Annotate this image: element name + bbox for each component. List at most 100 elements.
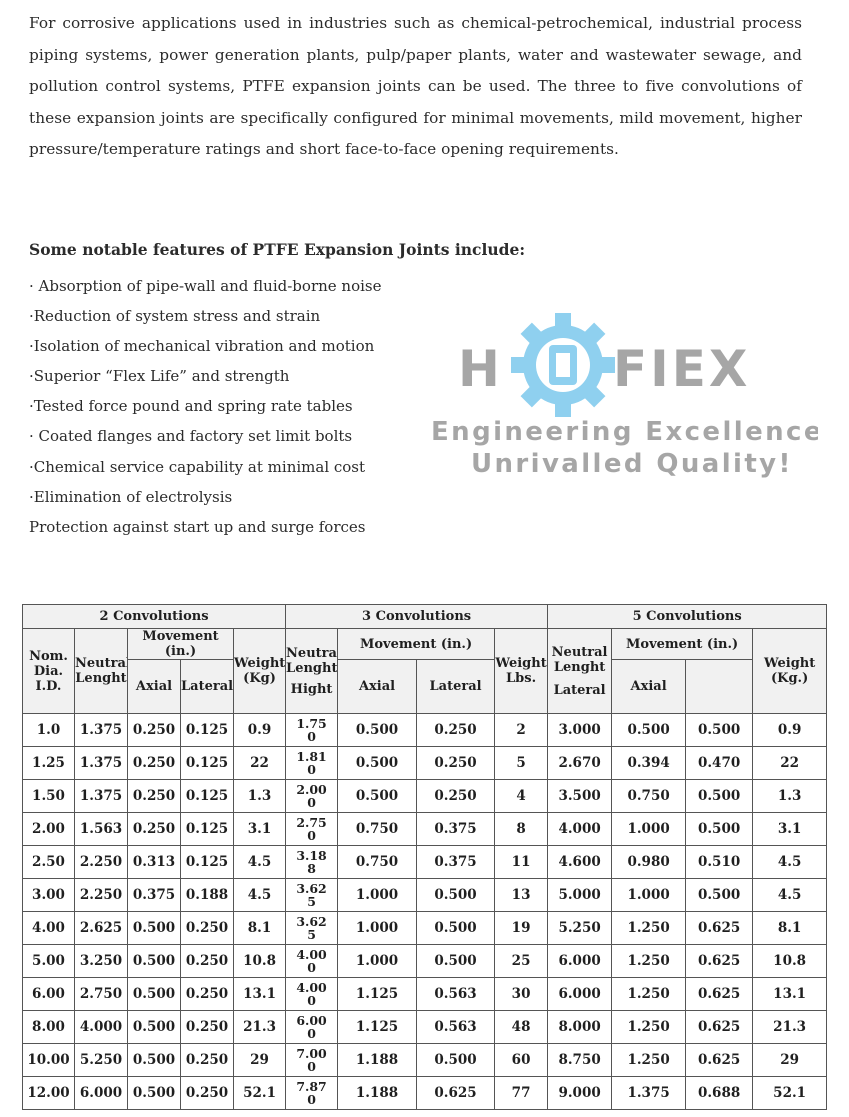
table-cell: 1.188 <box>337 1076 418 1110</box>
table-cell: 0.500 <box>337 746 418 780</box>
table-cell: 13.1 <box>232 977 287 1011</box>
table-cell: 21.3 <box>752 1010 828 1044</box>
table-row: 6.00 2.750 0.500 0.250 13.1 4.00 0 1.125 0.563 30… <box>22 977 828 1011</box>
feature-item: · Absorption of pipe-wall and fluid-born… <box>29 277 382 295</box>
table-cell: 0.688 <box>685 1076 754 1110</box>
table-row: 5.00 3.250 0.500 0.250 10.8 4.00 0 1.000 0.500 25… <box>22 944 828 978</box>
table-body: 1.0 1.375 0.250 0.125 0.9 1.75 0 0.500 0.250 2 3.0… <box>22 713 828 1110</box>
table-cell: 0.375 <box>416 812 496 846</box>
table-cell: 8.1 <box>752 911 828 945</box>
table-cell: 3.62 5 <box>285 878 339 912</box>
table-cell: 12.00 <box>22 1076 75 1110</box>
table-cell: 0.500 <box>127 911 181 945</box>
header-blank-5 <box>685 659 754 714</box>
table-cell: 13 <box>494 878 549 912</box>
table-cell: 11 <box>494 845 549 879</box>
hofiex-logo: H FIEX Engineering Excellence, Unrivalle… <box>428 308 834 488</box>
table-cell: 2.750 <box>74 977 128 1011</box>
table-cell: 0.250 <box>180 1076 234 1110</box>
tagline-line-2: Unrivalled Quality! <box>471 449 793 479</box>
table-cell: 0.500 <box>337 713 418 747</box>
table-cell: 2.670 <box>547 746 613 780</box>
table-cell: 6.000 <box>547 944 613 978</box>
table-cell: 1.3 <box>752 779 828 813</box>
table-cell: 6.00 <box>22 977 75 1011</box>
table-cell: 4.5 <box>232 845 287 879</box>
table-cell: 0.9 <box>752 713 828 747</box>
table-row: 1.50 1.375 0.250 0.125 1.3 2.00 0 0.500 0.250 4 3.… <box>22 779 828 813</box>
table-row: 8.00 4.000 0.500 0.250 21.3 6.00 0 1.125 0.563 48… <box>22 1010 828 1044</box>
table-cell: 1.250 <box>611 1043 687 1077</box>
table-cell: 7.87 0 <box>285 1076 339 1110</box>
table-cell: 1.25 <box>22 746 75 780</box>
header-axial-3: Axial <box>337 659 418 714</box>
table-cell: 1.250 <box>611 944 687 978</box>
table-cell: 0.394 <box>611 746 687 780</box>
table-cell: 1.375 <box>74 779 128 813</box>
table-cell: 0.9 <box>232 713 287 747</box>
table-cell: 2.00 <box>22 812 75 846</box>
table-cell: 22 <box>232 746 287 780</box>
table-cell: 0.625 <box>416 1076 496 1110</box>
table-cell: 2 <box>494 713 549 747</box>
table-cell: 0.375 <box>416 845 496 879</box>
table-cell: 10.00 <box>22 1043 75 1077</box>
table-cell: 0.250 <box>416 746 496 780</box>
table-row: 10.00 5.250 0.500 0.250 29 7.00 0 1.188 0.500 60 8… <box>22 1043 828 1077</box>
table-row: 4.00 2.625 0.500 0.250 8.1 3.62 5 1.000 0.500 19 5… <box>22 911 828 945</box>
feature-item: ·Superior “Flex Life” and strength <box>29 367 290 386</box>
feature-item: · Coated flanges and factory set limit b… <box>29 427 353 446</box>
table-cell: 6.000 <box>74 1076 128 1110</box>
header-lateral-3: Lateral <box>416 659 496 714</box>
header-neutral-lenght-3: Neutral Lenght <box>286 645 338 676</box>
table-cell: 0.250 <box>127 812 181 846</box>
table-cell: 2.50 <box>22 845 75 879</box>
table-cell: 9.000 <box>547 1076 613 1110</box>
table-cell: 0.250 <box>180 944 234 978</box>
header-movement-3: Movement (in.) <box>337 628 496 660</box>
table-cell: 0.125 <box>180 812 234 846</box>
table-cell: 21.3 <box>232 1010 287 1044</box>
table-cell: 30 <box>494 977 549 1011</box>
table-row: 3.00 2.250 0.375 0.188 4.5 3.62 5 1.000 0.500 13 5… <box>22 878 828 912</box>
table-cell: 0.563 <box>416 977 496 1011</box>
table-cell: 0.500 <box>337 779 418 813</box>
header-neutral-lenght-lateral: Neutral Lenght Lateral <box>547 628 613 714</box>
table-cell: 2.250 <box>74 878 128 912</box>
brand-h: H <box>458 340 500 398</box>
table-cell: 52.1 <box>232 1076 287 1110</box>
table-cell: 0.500 <box>685 878 754 912</box>
table-cell: 4.000 <box>74 1010 128 1044</box>
table-cell: 0.500 <box>127 977 181 1011</box>
table-cell: 29 <box>752 1043 828 1077</box>
header-hight: Hight <box>290 681 333 697</box>
feature-item: ·Reduction of system stress and strain <box>29 307 321 326</box>
table-cell: 1.000 <box>611 878 687 912</box>
table-cell: 25 <box>494 944 549 978</box>
header-weight-lbs: Weight Lbs. <box>494 628 549 714</box>
table-cell: 4.000 <box>547 812 613 846</box>
table-cell: 0.563 <box>416 1010 496 1044</box>
header-lateral-2: Lateral <box>180 659 234 714</box>
table-cell: 77 <box>494 1076 549 1110</box>
table-cell: 60 <box>494 1043 549 1077</box>
header-movement-5: Movement (in.) <box>611 628 754 660</box>
table-cell: 0.750 <box>337 845 418 879</box>
feature-item: ·Isolation of mechanical vibration and m… <box>29 337 375 356</box>
table-cell: 22 <box>752 746 828 780</box>
table-cell: 13.1 <box>752 977 828 1011</box>
table-cell: 4.00 <box>22 911 75 945</box>
table-cell: 1.000 <box>337 878 418 912</box>
table-cell: 6.000 <box>547 977 613 1011</box>
table-cell: 0.250 <box>416 779 496 813</box>
table-cell: 0.250 <box>180 977 234 1011</box>
table-cell: 1.000 <box>611 812 687 846</box>
table-cell: 1.250 <box>611 977 687 1011</box>
table-cell: 0.500 <box>685 713 754 747</box>
table-cell: 8.000 <box>547 1010 613 1044</box>
table-cell: 1.188 <box>337 1043 418 1077</box>
